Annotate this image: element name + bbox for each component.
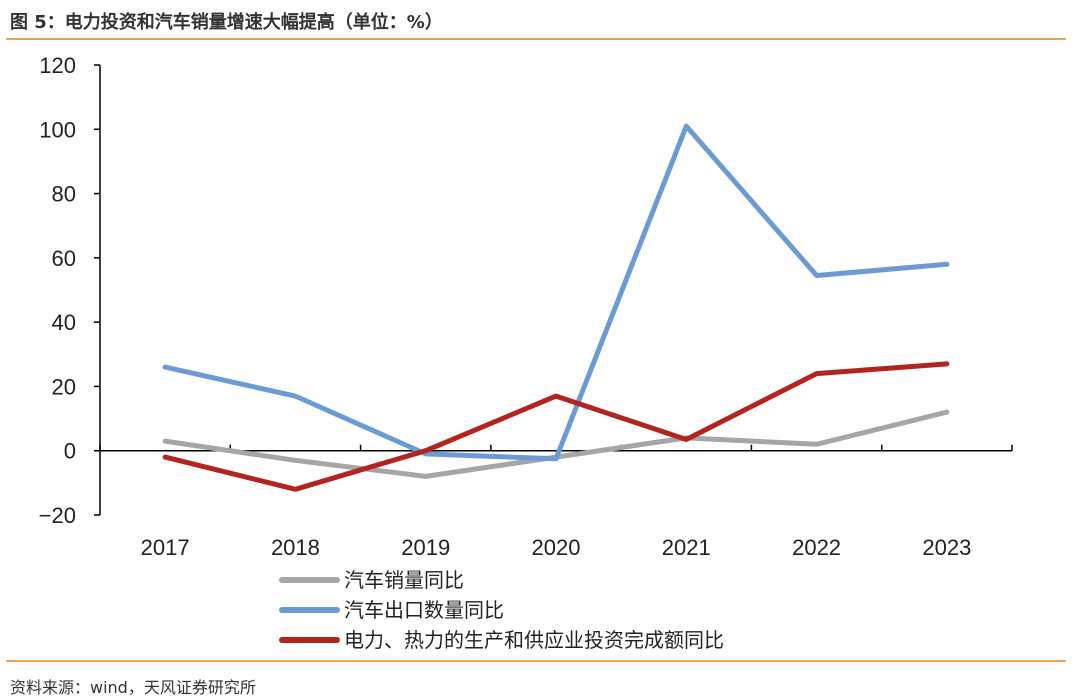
series-line-2 [162, 123, 950, 462]
y-tick-label: −20 [39, 503, 76, 528]
figure-title: 图 5：电力投资和汽车销量增速大幅提高（单位：%） [10, 12, 443, 33]
header-divider [6, 38, 1066, 40]
line-chart: −20 0 20 40 60 80 100 120 2017 2018 2019 2020 2021 20… [39, 53, 1013, 652]
footer-divider [6, 660, 1066, 662]
figure-header: 图 5：电力投资和汽车销量增速大幅提高（单位：%） [10, 6, 1070, 36]
legend-label-1: 汽车销量同比 [344, 568, 464, 592]
x-tick-label: 2019 [401, 535, 450, 560]
series-line-1 [162, 409, 950, 479]
chart-axes: −20 0 20 40 60 80 100 120 2017 2018 2019 2020 2021 20… [39, 53, 1013, 560]
legend-label-3: 电力、热力的生产和供应业投资完成额同比 [344, 628, 724, 652]
y-tick-label: 100 [39, 117, 76, 142]
x-tick-label: 2020 [532, 535, 581, 560]
x-tick-label: 2023 [922, 535, 971, 560]
y-tick-label: 120 [39, 53, 76, 78]
series-line-3 [162, 361, 950, 492]
y-tick-label: 0 [64, 439, 76, 464]
y-tick-label: 20 [52, 374, 76, 399]
x-tick-label: 2022 [792, 535, 841, 560]
y-tick-label: 40 [52, 310, 76, 335]
legend-label-2: 汽车出口数量同比 [344, 598, 504, 622]
x-tick-label: 2021 [662, 535, 711, 560]
y-tick-label: 60 [52, 246, 76, 271]
chart-series [162, 123, 950, 492]
source-note: 资料来源：wind，天风证券研究所 [10, 678, 256, 697]
y-tick-label: 80 [52, 182, 76, 207]
x-tick-label: 2017 [141, 535, 190, 560]
x-tick-label: 2018 [271, 535, 320, 560]
